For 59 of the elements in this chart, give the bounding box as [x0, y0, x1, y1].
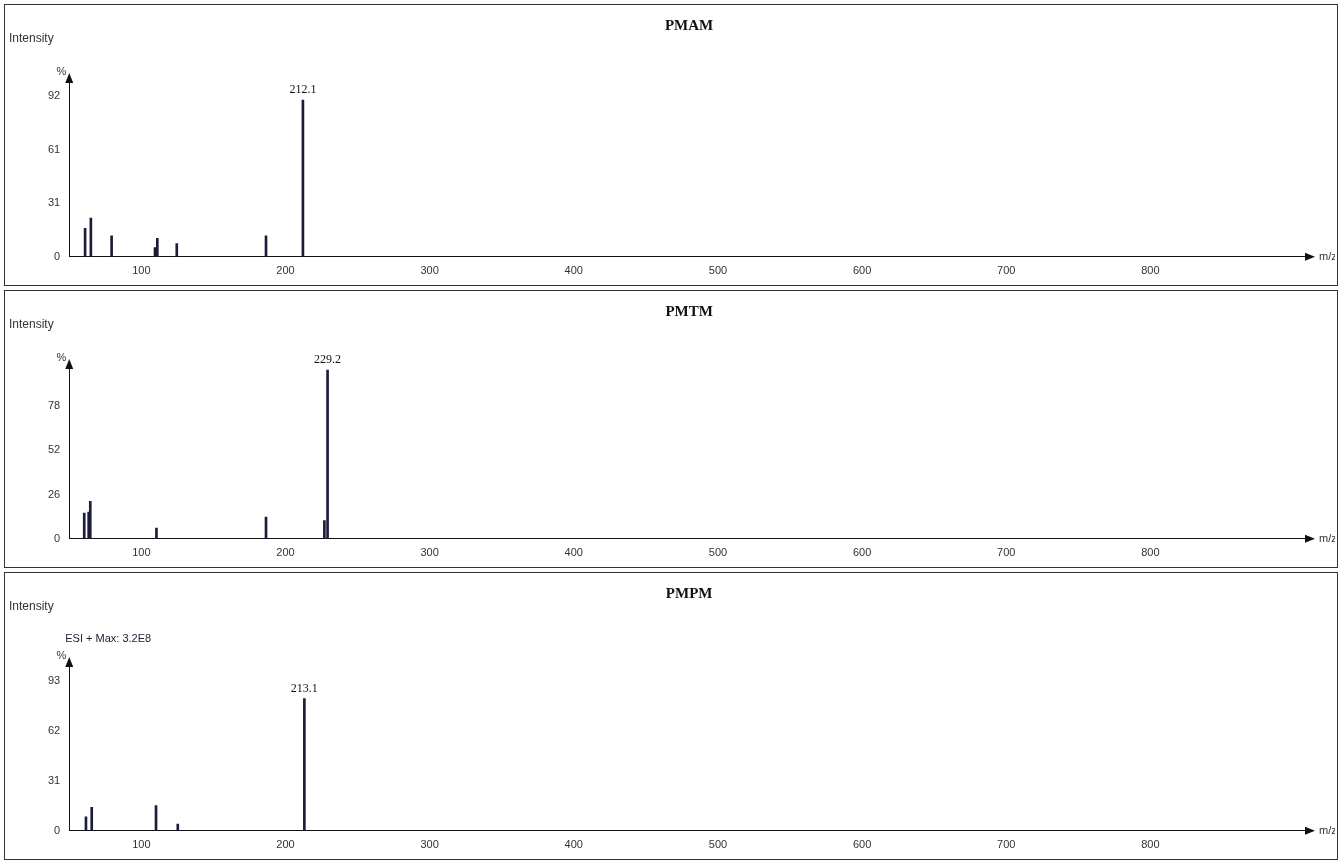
y-tick-label: 62: [47, 723, 61, 736]
x-tick-label: 600: [852, 838, 872, 851]
annotation: 229.2: [314, 352, 342, 367]
bar: [155, 237, 159, 257]
text: %: [56, 64, 67, 77]
y-axis-title: Intensity: [9, 31, 54, 46]
x-tick-label: 700: [997, 264, 1016, 277]
x-tick-label: 800: [1141, 838, 1160, 851]
bar: [110, 235, 113, 257]
bar: [326, 369, 329, 539]
y-tick-label: 31: [47, 773, 61, 786]
x-tick-label: 800: [1141, 264, 1160, 277]
x-tick-label: 600: [852, 264, 872, 277]
bar: [90, 807, 94, 831]
bar: [303, 698, 306, 831]
annotation: 212.1: [289, 82, 317, 97]
text: ESI + Max: 3.2E8: [65, 631, 152, 644]
x-tick-label: 700: [997, 838, 1016, 851]
x-tick-label: 700: [997, 546, 1016, 559]
x-tick-label: 800: [1141, 546, 1160, 559]
bar: [155, 527, 158, 539]
y-tick-label: 92: [47, 89, 61, 102]
y-axis-title: Intensity: [9, 599, 54, 614]
x-tick-label: 300: [420, 264, 439, 277]
bar: [82, 512, 86, 539]
y-tick-label: 31: [47, 195, 61, 208]
x-tick-label: 400: [564, 838, 583, 851]
chart-title: PMTM: [665, 303, 713, 320]
x-tick-label: 400: [564, 264, 583, 277]
y-tick-label: 26: [47, 487, 61, 500]
annotation: 213.1: [290, 680, 318, 695]
x-tick-label: 600: [852, 546, 872, 559]
x-tick-label: 100: [132, 546, 151, 559]
x-tick-label: 500: [708, 546, 728, 559]
x-tick-label: 100: [132, 838, 151, 851]
y-tick-label: 78: [47, 398, 61, 411]
y-tick-label: 52: [47, 443, 61, 456]
bar: [176, 823, 180, 831]
x-tick-label: 500: [708, 264, 728, 277]
y-tick-label: 0: [54, 823, 61, 836]
y-axis-title: Intensity: [9, 317, 54, 332]
text: %: [56, 648, 67, 661]
bar: [88, 500, 92, 539]
x-tick-label: 200: [276, 546, 295, 559]
y-tick-label: 0: [54, 249, 61, 262]
bar: [175, 243, 179, 257]
x-tick-label: 400: [564, 546, 583, 559]
y-tick-label: 61: [47, 143, 61, 156]
x-tick-label: 200: [276, 838, 295, 851]
chart-title: PMPM: [665, 585, 713, 602]
x-tick-label: 300: [420, 546, 439, 559]
text: %: [56, 350, 67, 363]
x-tick-label: 500: [708, 838, 728, 851]
y-tick-label: 93: [47, 673, 61, 686]
x-tick-label: 200: [276, 264, 295, 277]
x-tick-label: 100: [132, 264, 151, 277]
x-tick-label: 300: [420, 838, 439, 851]
chart-title: PMAM: [664, 17, 714, 34]
y-tick-label: 0: [54, 531, 61, 544]
